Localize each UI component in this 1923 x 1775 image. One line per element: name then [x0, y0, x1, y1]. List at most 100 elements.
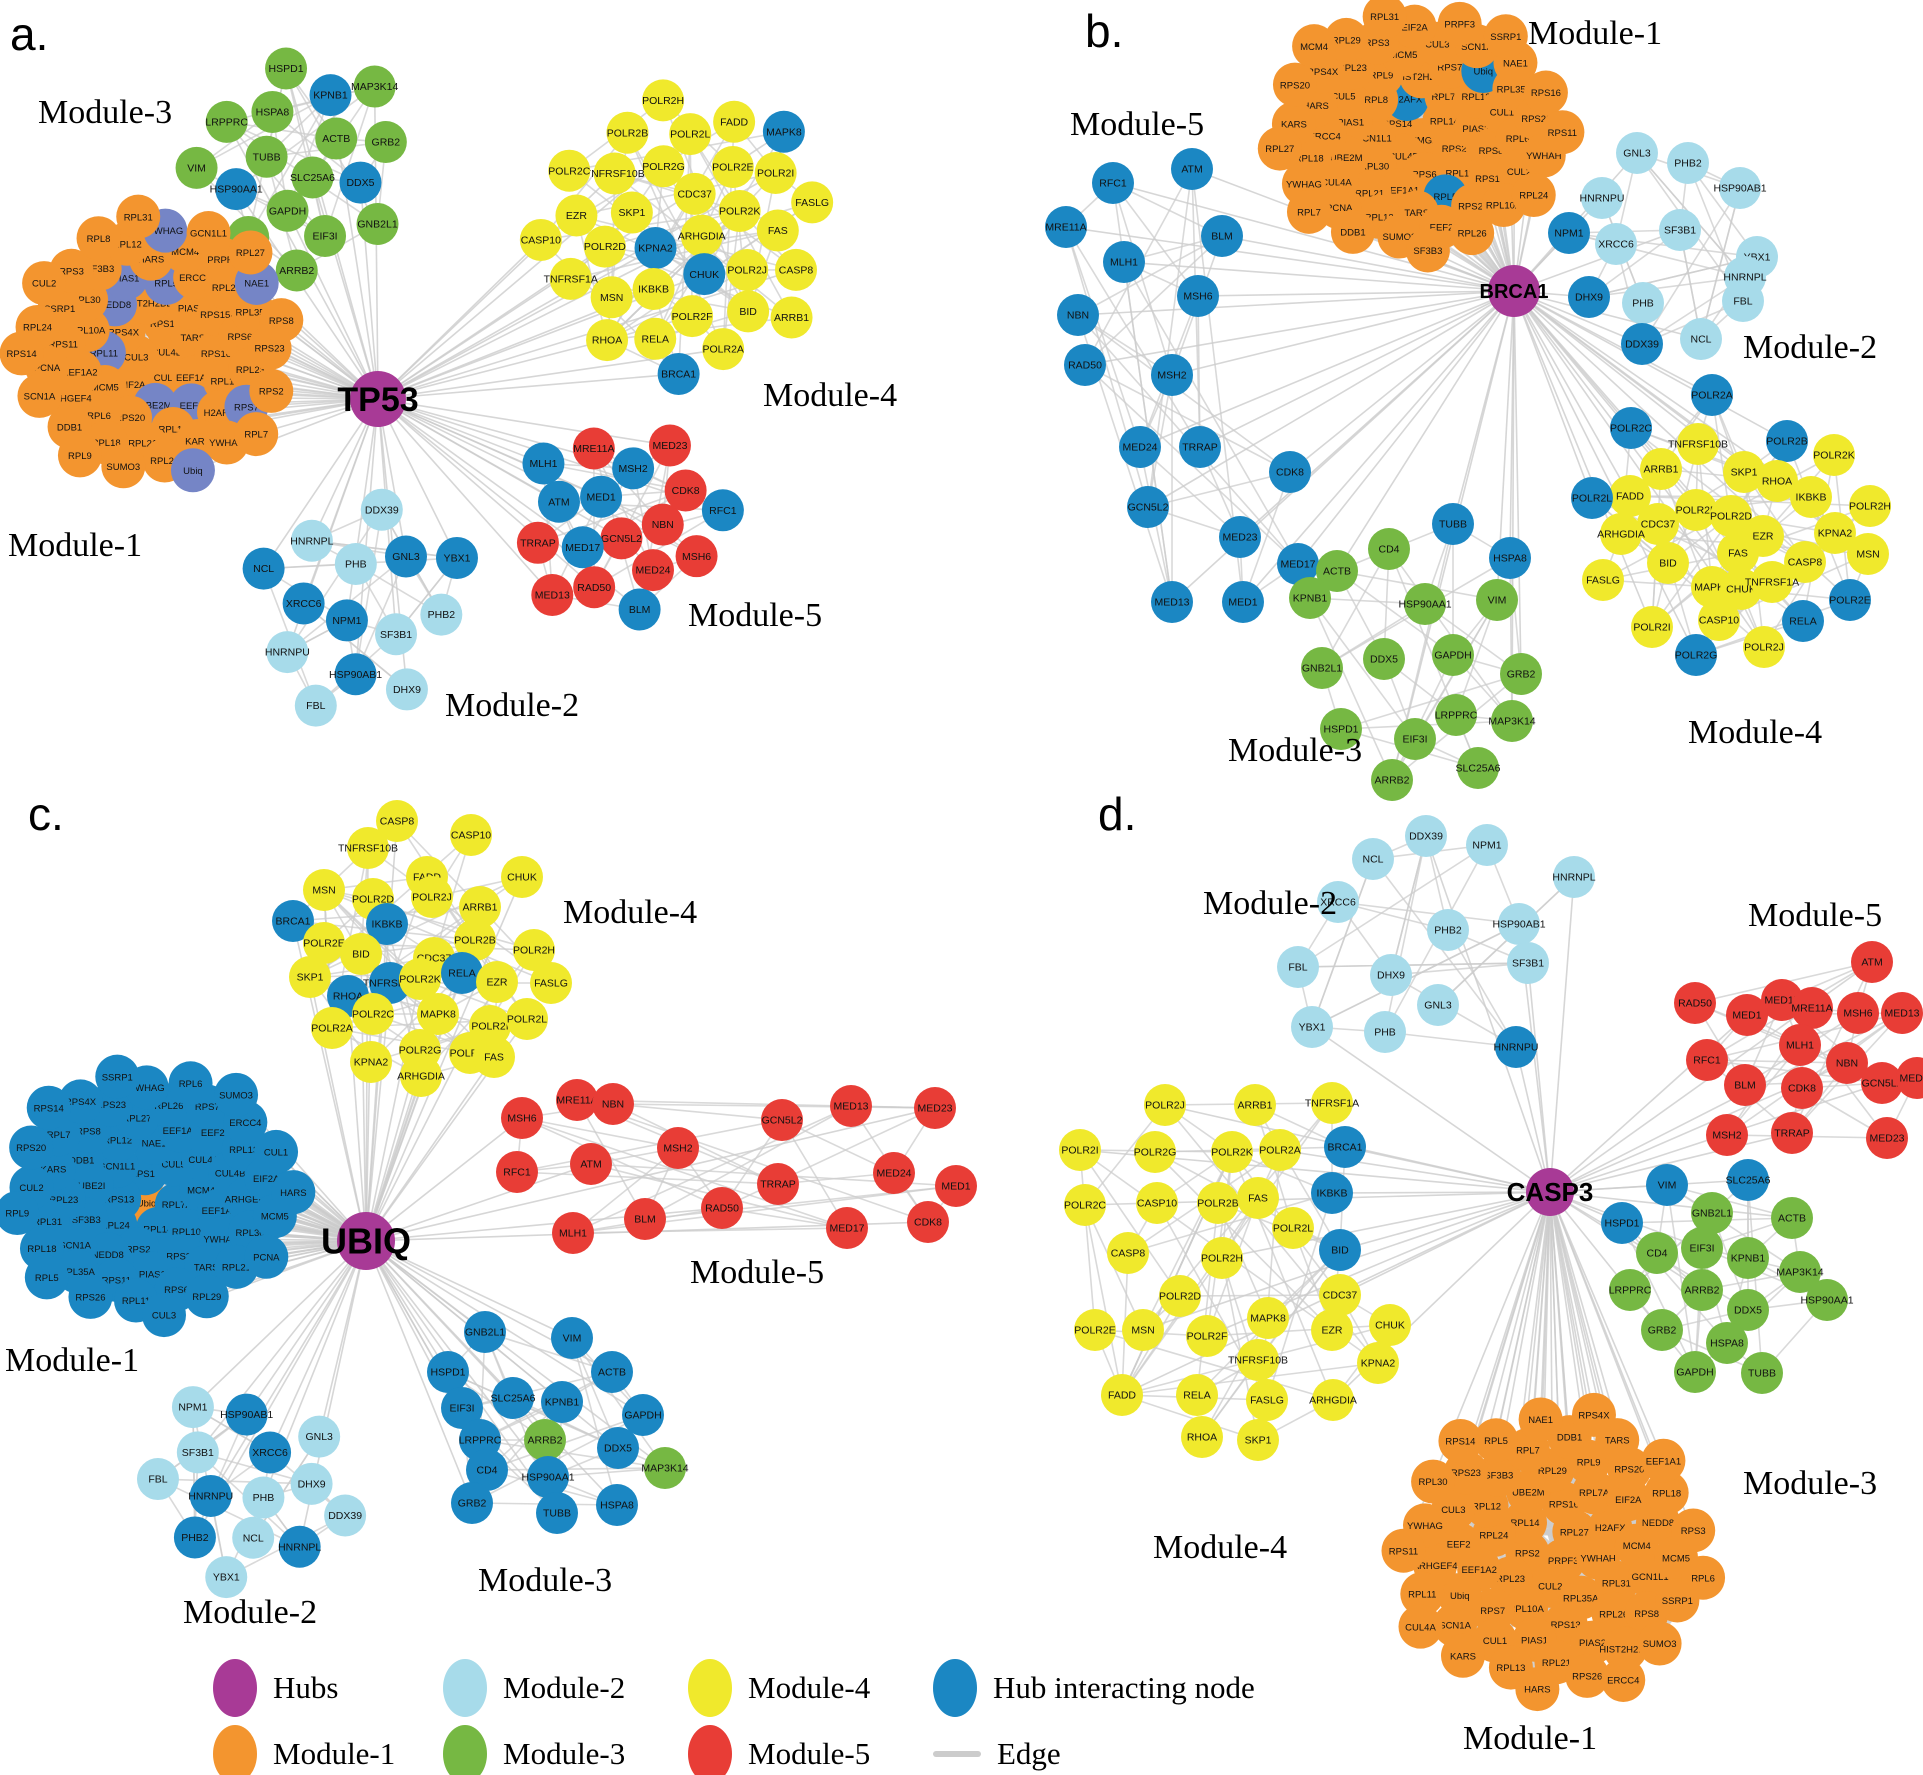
node-polr2i[interactable]: POLR2I	[1059, 1129, 1101, 1171]
node-pcna[interactable]: PCNA	[244, 1234, 289, 1279]
node-med1[interactable]: MED1	[1726, 994, 1768, 1036]
node-chuk[interactable]: CHUK	[1369, 1304, 1411, 1346]
node-tubb[interactable]: TUBB	[1432, 503, 1474, 545]
node-hnrnpl[interactable]: HNRNPL	[278, 1525, 321, 1568]
node-trrap[interactable]: TRRAP	[757, 1163, 799, 1205]
node-skp1[interactable]: SKP1	[1723, 451, 1765, 493]
node-rps11[interactable]: RPS11	[1381, 1528, 1426, 1573]
node-faslg[interactable]: FASLG	[530, 962, 572, 1004]
node-med24[interactable]: MED24	[1896, 1057, 1923, 1099]
node-polr2f[interactable]: POLR2F	[671, 295, 714, 338]
node-slc25a6[interactable]: SLC25A6	[1726, 1159, 1771, 1201]
node-faslg[interactable]: FASLG	[791, 181, 834, 224]
node-slc25a6[interactable]: SLC25A6	[290, 156, 335, 199]
node-rpl8[interactable]: RPL8	[76, 216, 121, 261]
node-polr2i[interactable]: POLR2I	[1631, 606, 1673, 648]
node-ddx5[interactable]: DDX5	[1727, 1289, 1769, 1331]
node-mlh1[interactable]: MLH1	[1779, 1024, 1821, 1066]
node-msh6[interactable]: MSH6	[675, 535, 718, 578]
node-cd4[interactable]: CD4	[1368, 528, 1410, 570]
node-kpna2[interactable]: KPNA2	[1814, 512, 1856, 554]
node-grb2[interactable]: GRB2	[1641, 1309, 1683, 1351]
node-mapk8[interactable]: MAPK8	[1247, 1297, 1289, 1339]
node-sf3b1[interactable]: SF3B1	[176, 1431, 219, 1474]
node-ybx1[interactable]: YBX1	[1291, 1006, 1333, 1048]
node-gcn5l2[interactable]: GCN5L2	[1861, 1062, 1903, 1104]
node-msh6[interactable]: MSH6	[1837, 992, 1879, 1034]
node-phb2[interactable]: PHB2	[420, 593, 463, 636]
node-gnb2l1[interactable]: GNB2L1	[1301, 647, 1343, 689]
node-rpl9[interactable]: RPL9	[0, 1191, 40, 1236]
node-rad50[interactable]: RAD50	[701, 1187, 743, 1229]
node-arrb2[interactable]: ARRB2	[275, 249, 318, 292]
node-kpna2[interactable]: KPNA2	[1357, 1342, 1399, 1384]
node-gnl3[interactable]: GNL3	[1417, 984, 1459, 1026]
node-kars[interactable]: KARS	[1440, 1633, 1485, 1678]
node-eif3i[interactable]: EIF3I	[1681, 1227, 1723, 1269]
node-gcn1l1[interactable]: GCN1L1	[186, 211, 231, 256]
node-polr2a[interactable]: POLR2A	[311, 1007, 353, 1049]
node-tubb[interactable]: TUBB	[245, 135, 288, 178]
node-hspa8[interactable]: HSPA8	[251, 90, 294, 133]
node-rpl30[interactable]: RPL30	[1411, 1459, 1456, 1504]
node-gcn5l2[interactable]: GCN5L2	[1127, 486, 1169, 528]
node-polr2b[interactable]: POLR2B	[1197, 1182, 1239, 1224]
node-polr2d[interactable]: POLR2D	[1159, 1275, 1201, 1317]
node-polr2g[interactable]: POLR2G	[1134, 1131, 1177, 1173]
node-polr2l[interactable]: POLR2L	[506, 998, 548, 1040]
node-hnrnpu[interactable]: HNRNPU	[265, 631, 310, 674]
node-brca1[interactable]: BRCA1	[657, 352, 700, 395]
node-rps2[interactable]: RPS2	[249, 368, 294, 413]
node-rps14[interactable]: RPS14	[0, 331, 44, 376]
node-slc25a6[interactable]: SLC25A6	[1456, 747, 1501, 789]
node-rpl6[interactable]: RPL6	[1681, 1555, 1726, 1600]
node-rhoa[interactable]: RHOA	[1756, 460, 1798, 502]
node-hars[interactable]: HARS	[1515, 1667, 1560, 1712]
hub-node-tp53[interactable]: TP53	[337, 371, 419, 427]
node-polr2f[interactable]: POLR2F	[1186, 1315, 1228, 1357]
node-gnb2l1[interactable]: GNB2L1	[356, 203, 399, 246]
node-tnfrsf1a[interactable]: TNFRSF1A	[1745, 561, 1799, 603]
node-nbn[interactable]: NBN	[1826, 1042, 1868, 1084]
node-ddx5[interactable]: DDX5	[597, 1427, 639, 1469]
node-casp10[interactable]: CASP10	[450, 814, 492, 856]
node-phb[interactable]: PHB	[334, 542, 377, 585]
node-med13[interactable]: MED13	[531, 574, 574, 617]
node-rpl5[interactable]: RPL5	[24, 1255, 69, 1300]
node-gapdh[interactable]: GAPDH	[1432, 634, 1474, 676]
node-cdk8[interactable]: CDK8	[907, 1201, 949, 1243]
node-cul1[interactable]: CUL1	[254, 1129, 299, 1174]
node-fbl[interactable]: FBL	[1277, 946, 1319, 988]
node-ybx1[interactable]: YBX1	[435, 536, 478, 579]
node-hsp90aa1[interactable]: HSP90AA1	[1398, 583, 1452, 625]
node-arrb2[interactable]: ARRB2	[1371, 759, 1413, 801]
node-ddx39[interactable]: DDX39	[360, 488, 403, 531]
node-polr2i[interactable]: POLR2I	[754, 151, 797, 194]
node-msh6[interactable]: MSH6	[501, 1097, 543, 1139]
node-npm1[interactable]: NPM1	[1548, 212, 1590, 254]
node-phb2[interactable]: PHB2	[173, 1516, 216, 1559]
node-ikbkb[interactable]: IKBKB	[1790, 476, 1832, 518]
node-pias2[interactable]: PIAS2	[1570, 1620, 1615, 1665]
node-rpl29[interactable]: RPL29	[184, 1274, 229, 1319]
node-nbn[interactable]: NBN	[1057, 294, 1099, 336]
node-brca1[interactable]: BRCA1	[1324, 1126, 1366, 1168]
node-chuk[interactable]: CHUK	[501, 856, 543, 898]
node-polr2e[interactable]: POLR2E	[1074, 1309, 1116, 1351]
node-kpna2[interactable]: KPNA2	[350, 1041, 392, 1083]
node-rela[interactable]: RELA	[1176, 1374, 1218, 1416]
node-polr2g[interactable]: POLR2G	[1675, 634, 1718, 676]
node-polr2d[interactable]: POLR2D	[1710, 495, 1752, 537]
node-ybx1[interactable]: YBX1	[205, 1556, 248, 1599]
node-ncl[interactable]: NCL	[1680, 318, 1722, 360]
node-atm[interactable]: ATM	[570, 1143, 612, 1185]
node-mlh1[interactable]: MLH1	[552, 1212, 594, 1254]
node-trrap[interactable]: TRRAP	[1771, 1112, 1813, 1154]
node-polr2d[interactable]: POLR2D	[352, 878, 394, 920]
node-rad50[interactable]: RAD50	[1674, 982, 1716, 1024]
node-polr2h[interactable]: POLR2H	[642, 79, 684, 122]
node-hsp90ab1[interactable]: HSP90AB1	[329, 653, 382, 696]
node-msn[interactable]: MSN	[1847, 533, 1889, 575]
node-grb2[interactable]: GRB2	[1500, 653, 1542, 695]
node-ddx39[interactable]: DDX39	[1621, 323, 1663, 365]
